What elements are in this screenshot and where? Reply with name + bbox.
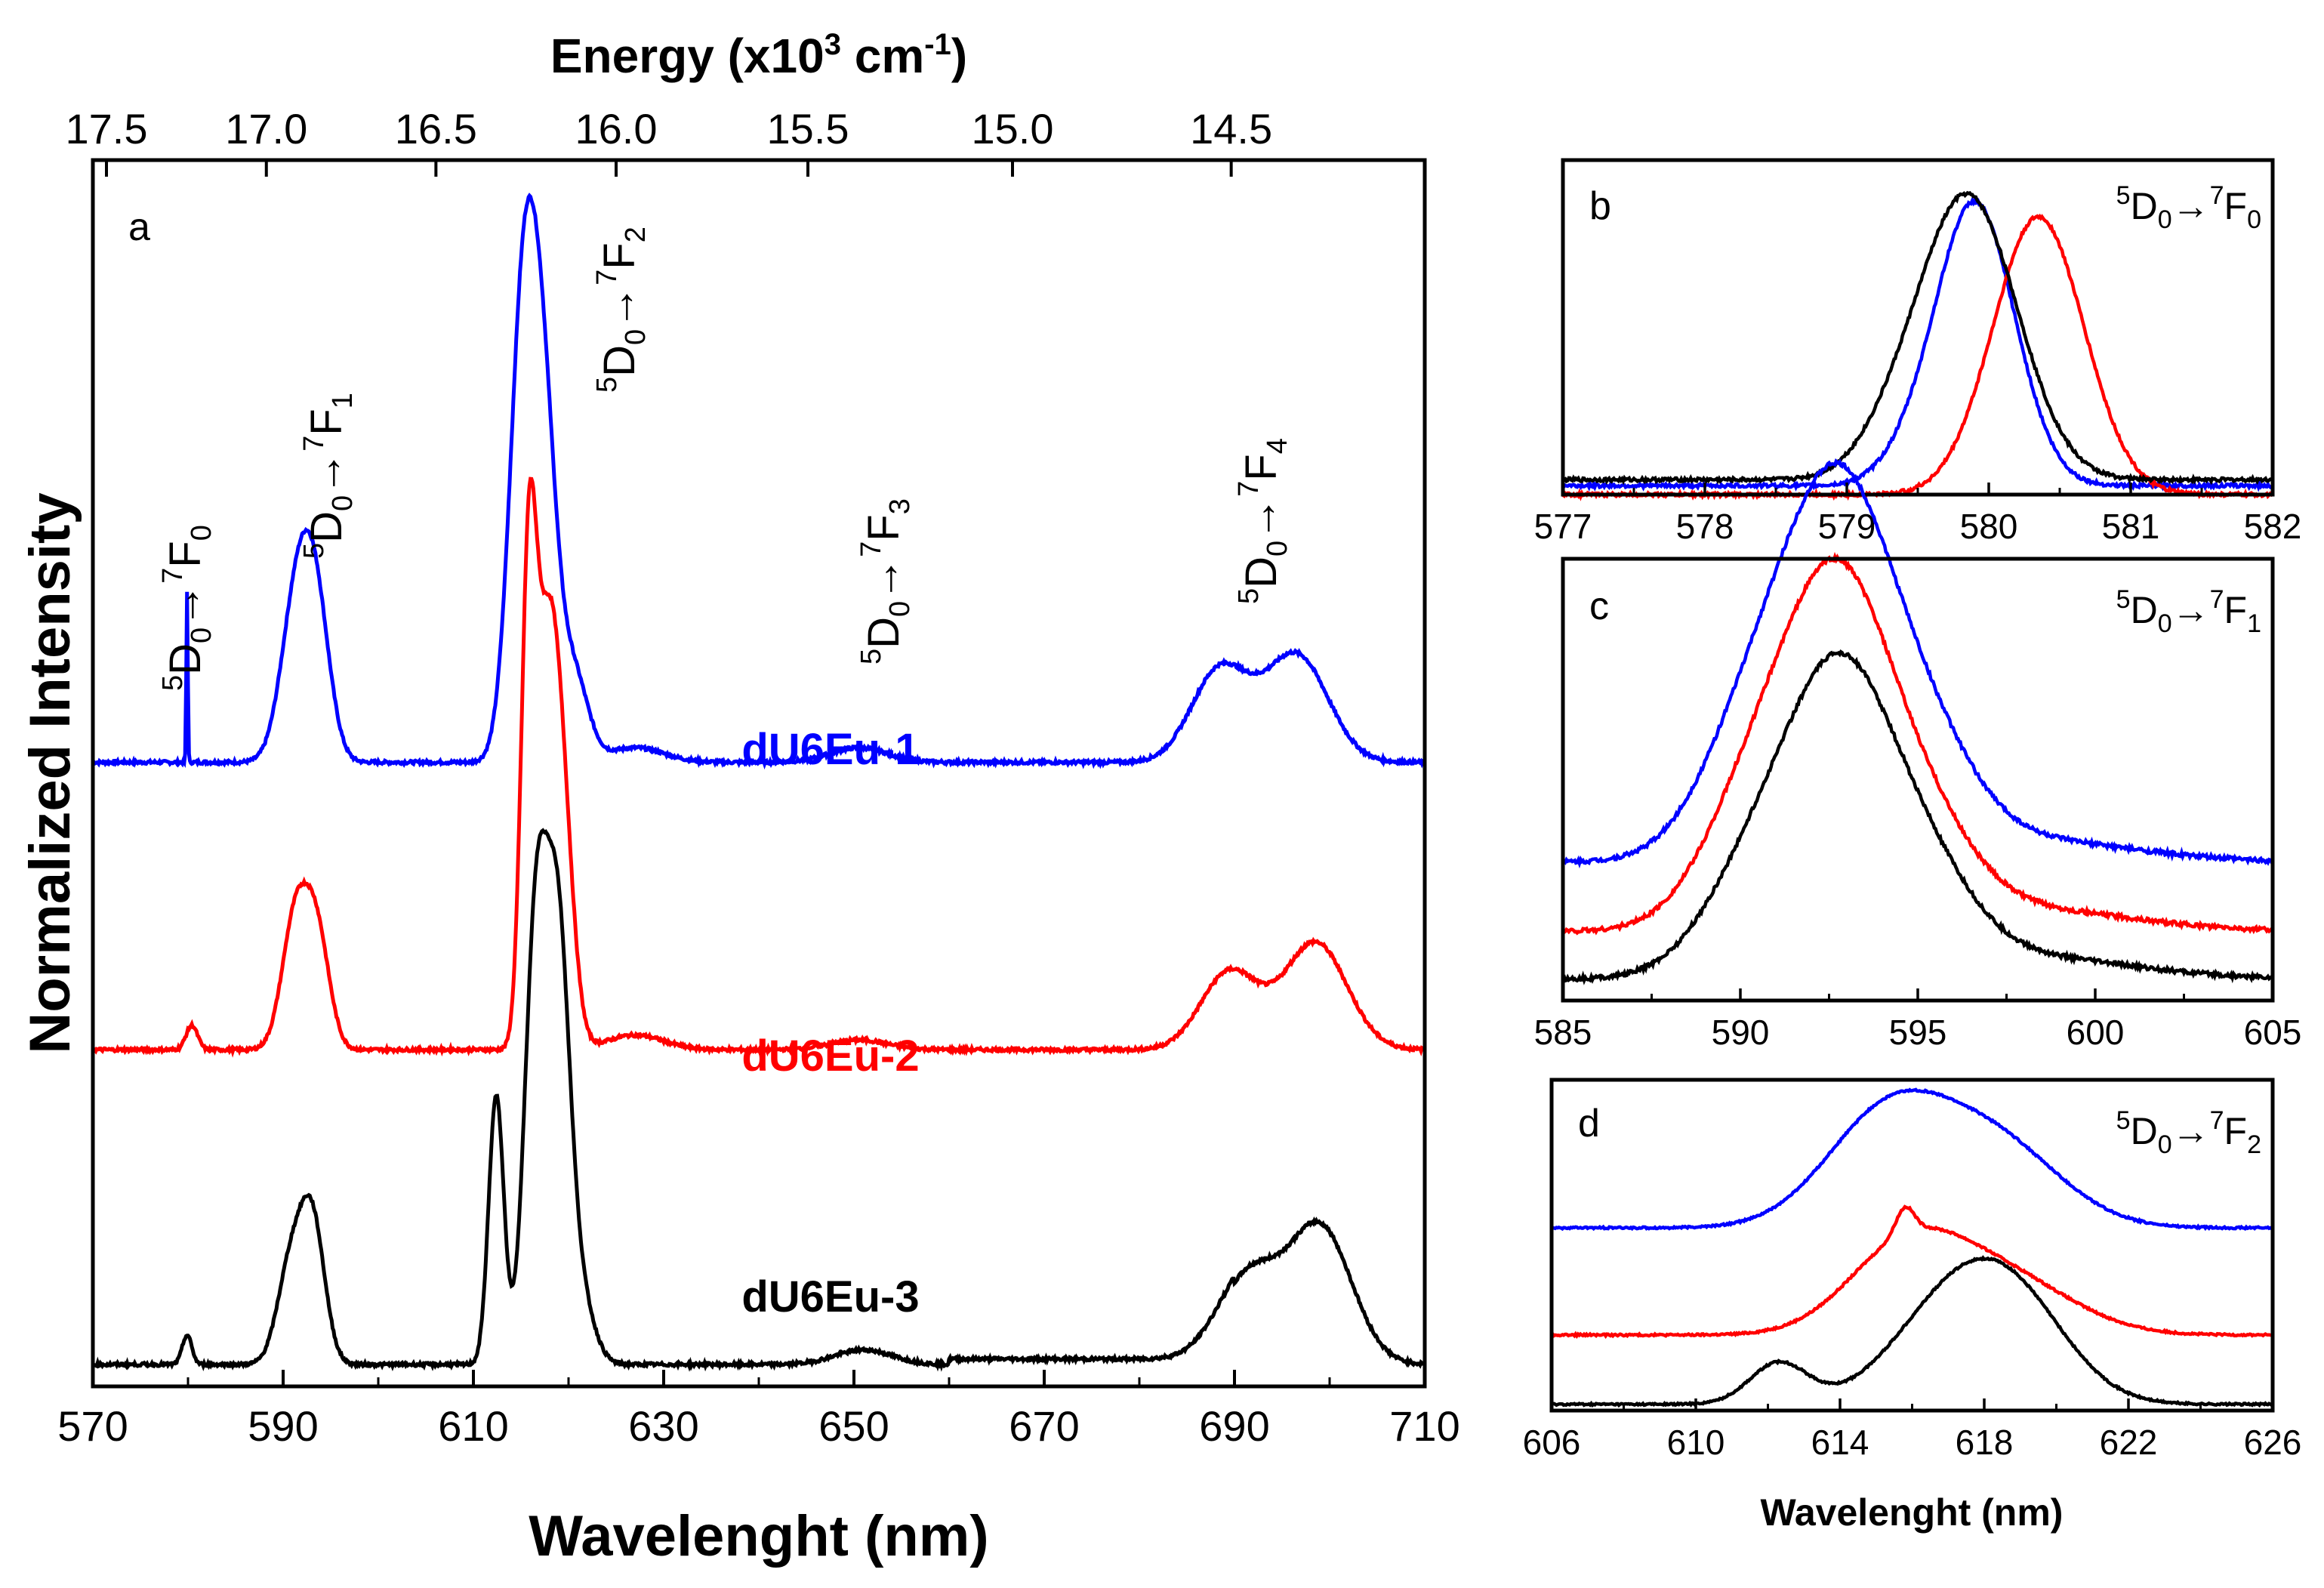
panel-c-series-dU6Eu-2 — [1561, 551, 2273, 936]
transition-label-F2: 5D0→7F2 — [591, 227, 652, 393]
x-tick-label: 606 — [1523, 1423, 1581, 1462]
x-tick-label: 600 — [2067, 1013, 2125, 1052]
y-axis-title: Normalized Intensity — [18, 492, 82, 1053]
x-tick-label: 610 — [438, 1402, 508, 1450]
top-tick-label: 14.5 — [1190, 105, 1272, 153]
x-tick-label: 690 — [1199, 1402, 1269, 1450]
x-tick-label: 614 — [1811, 1423, 1869, 1462]
svg-text:5D0→7F0: 5D0→7F0 — [157, 525, 217, 691]
x-axis-title: Wavelenght (nm) — [529, 1504, 988, 1568]
x-tick-label: 570 — [57, 1402, 128, 1450]
svg-text:5D0→7F4: 5D0→7F4 — [1233, 438, 1293, 604]
panel-d-transition: 5D0→7F2 — [2116, 1106, 2261, 1159]
x-tick-label: 650 — [818, 1402, 889, 1450]
panel-a: 570 590 610 630 650 670 690 710 17.5 17.0 16.5 16.… — [18, 28, 1460, 1568]
panel-c-series-dU6Eu-1 — [1561, 458, 2274, 869]
x-tick-label: 626 — [2244, 1423, 2302, 1462]
panel-c: 585 590 595 600 605 c 5D0→7F1 — [1534, 458, 2302, 1052]
top-tick-label: 15.5 — [767, 105, 849, 153]
svg-text:5D0→7F2: 5D0→7F2 — [591, 227, 652, 393]
panel-a-curves — [91, 193, 1426, 1372]
series-line-dU6Eu-3 — [91, 828, 1426, 1372]
top-tick-label: 16.5 — [395, 105, 477, 153]
panel-d-series-dU6Eu-1 — [1550, 1087, 2274, 1232]
panel-c-letter: c — [1589, 584, 1609, 628]
series-label-dU6Eu-1: dU6Eu-1 — [741, 725, 919, 774]
transition-label-F1: 5D0→7F1 — [298, 393, 359, 559]
transition-label-F3: 5D0→7F3 — [855, 498, 916, 664]
x-tick-label: 590 — [248, 1402, 318, 1450]
top-tick-label: 17.5 — [66, 105, 148, 153]
panel-d-series-dU6Eu-2 — [1551, 1204, 2274, 1340]
transition-label-F4: 5D0→7F4 — [1233, 438, 1293, 604]
top-axis-title: Energy (x103 cm-1) — [550, 28, 967, 83]
x-tick-label: 630 — [628, 1402, 698, 1450]
x-tick-label: 581 — [2102, 507, 2160, 546]
panel-d: 606 610 614 618 622 626 d 5D0→7F2 Wavelenght … — [1523, 1078, 2302, 1534]
series-label-dU6Eu-3: dU6Eu-3 — [741, 1272, 919, 1321]
transition-label-F0: 5D0→7F0 — [157, 525, 217, 691]
panel-b: 577 578 579 580 581 582 b 5D0→7F0 — [1534, 158, 2302, 546]
x-tick-label: 610 — [1667, 1423, 1725, 1462]
x-tick-label: 622 — [2100, 1423, 2158, 1462]
panel-d-frame — [1549, 1078, 2275, 1413]
x-tick-label: 590 — [1712, 1013, 1770, 1052]
x-tick-label: 579 — [1818, 507, 1876, 546]
panel-b-transition: 5D0→7F0 — [2116, 181, 2261, 234]
panel-c-transition: 5D0→7F1 — [2116, 585, 2261, 638]
panel-d-x-ticks: 606 610 614 618 622 626 — [1523, 1398, 2302, 1462]
x-tick-label: 595 — [1889, 1013, 1947, 1052]
series-line-dU6Eu-1 — [92, 193, 1425, 770]
x-tick-label: 710 — [1389, 1402, 1459, 1450]
panel-d-curves — [1550, 1087, 2274, 1408]
x-tick-label: 577 — [1534, 507, 1592, 546]
panel-a-x-ticks: 570 590 610 630 650 670 690 710 — [57, 1370, 1460, 1450]
panel-c-curves — [1561, 458, 2274, 985]
x-tick-label: 578 — [1676, 507, 1734, 546]
panel-d-x-axis-title: Wavelenght (nm) — [1761, 1491, 2064, 1534]
panel-d-letter: d — [1578, 1102, 1600, 1146]
x-tick-label: 618 — [1956, 1423, 2014, 1462]
series-label-dU6Eu-2: dU6Eu-2 — [741, 1031, 919, 1081]
series-line-dU6Eu-2 — [91, 476, 1426, 1058]
x-tick-label: 585 — [1534, 1013, 1592, 1052]
panel-b-series-dU6Eu-3 — [1561, 190, 2274, 486]
panel-b-x-ticks: 577 578 579 580 581 582 — [1534, 483, 2302, 546]
svg-text:5D0→7F1: 5D0→7F1 — [298, 393, 359, 559]
x-tick-label: 670 — [1009, 1402, 1079, 1450]
panel-d-series-dU6Eu-3 — [1551, 1255, 2274, 1408]
panel-b-curves — [1561, 190, 2275, 501]
panel-c-x-ticks: 585 590 595 600 605 — [1534, 988, 2302, 1052]
top-tick-label: 16.0 — [575, 105, 658, 153]
top-tick-label: 17.0 — [225, 105, 307, 153]
x-tick-label: 582 — [2244, 507, 2302, 546]
panel-b-series-dU6Eu-1 — [1561, 196, 2273, 493]
panel-b-series-dU6Eu-2 — [1561, 213, 2275, 501]
x-tick-label: 580 — [1960, 507, 2018, 546]
panel-b-letter: b — [1589, 184, 1611, 228]
x-tick-label: 605 — [2244, 1013, 2302, 1052]
panel-a-top-ticks: 17.5 17.0 16.5 16.0 15.5 15.0 14.5 — [66, 105, 1272, 177]
panel-a-letter: a — [128, 205, 150, 249]
svg-text:5D0→7F3: 5D0→7F3 — [855, 498, 916, 664]
top-tick-label: 15.0 — [972, 105, 1054, 153]
panel-c-series-dU6Eu-3 — [1562, 649, 2273, 985]
